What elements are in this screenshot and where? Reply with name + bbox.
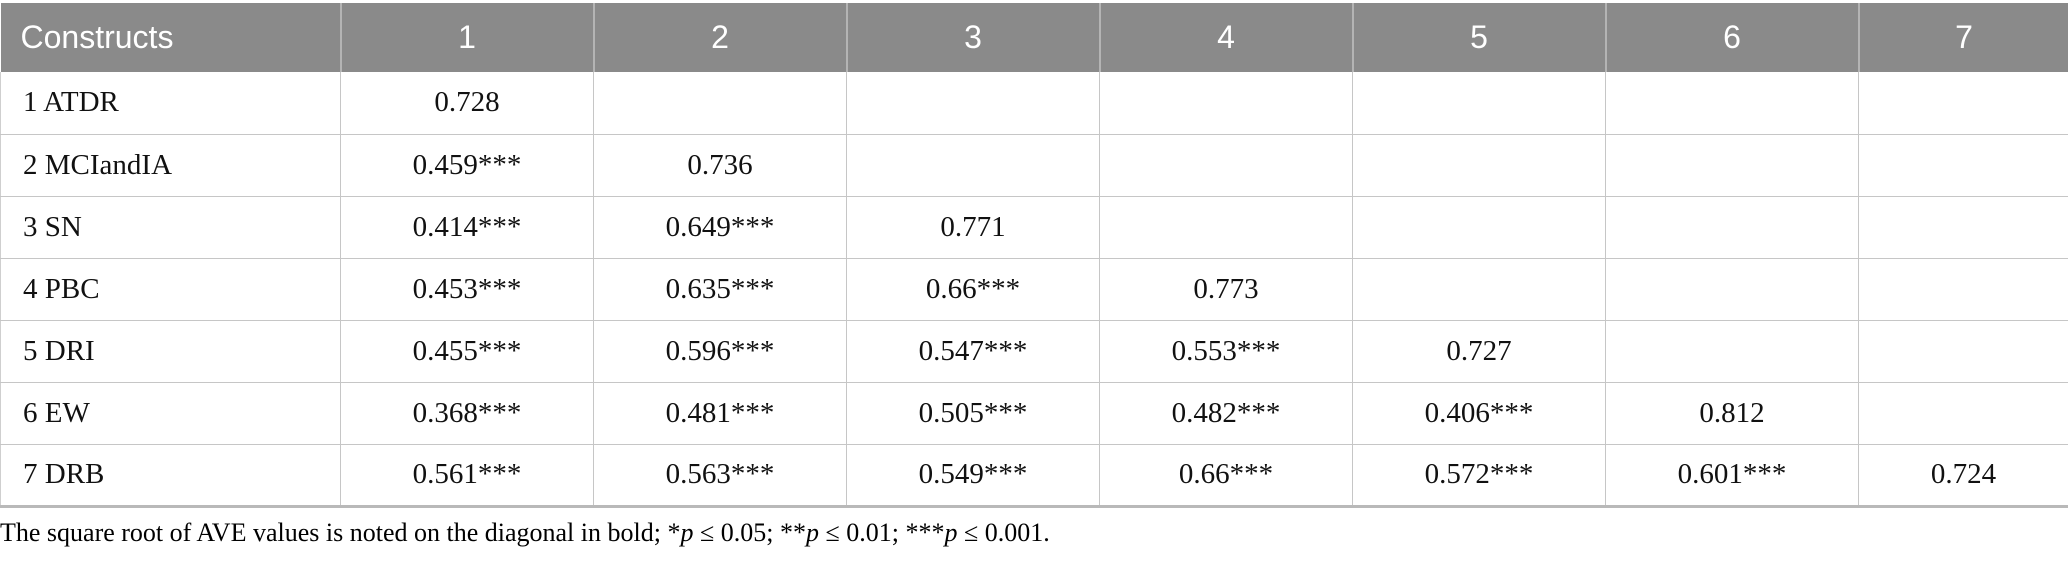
cell (1858, 195, 2068, 259)
footnote-text: ≤ 0.001. (957, 518, 1050, 547)
table-row-mciandia: 2 MCIandIA 0.459*** 0.736 (0, 133, 2068, 197)
cell: 0.601*** (1605, 443, 1859, 508)
cell: 0.455*** (340, 319, 594, 383)
cell (1099, 195, 1353, 259)
row-label: 5 DRI (0, 319, 341, 383)
cell: 0.406*** (1352, 381, 1606, 445)
cell: 0.414*** (340, 195, 594, 259)
cell: 0.553*** (1099, 319, 1353, 383)
footnote-p-italic: p (944, 518, 958, 547)
header-row: Constructs 1 2 3 4 5 6 7 (0, 3, 2068, 72)
cell: 0.505*** (846, 381, 1100, 445)
cell (1352, 133, 1606, 197)
row-label: 7 DRB (0, 443, 341, 508)
header-col-6: 6 (1604, 3, 1859, 72)
cell (593, 72, 847, 135)
cell (1352, 257, 1606, 321)
cell (1605, 195, 1859, 259)
cell-diagonal: 0.812 (1605, 381, 1859, 445)
table-row-drb: 7 DRB 0.561*** 0.563*** 0.549*** 0.66***… (0, 443, 2068, 508)
correlation-matrix-table: Constructs 1 2 3 4 5 6 7 1 ATDR 0.728 (0, 3, 2068, 508)
cell (1858, 133, 2068, 197)
row-label: 1 ATDR (0, 72, 341, 135)
cell (1099, 72, 1353, 135)
cell (1605, 72, 1859, 135)
header-col-7: 7 (1857, 3, 2068, 72)
cell (1352, 195, 1606, 259)
cell (1099, 133, 1353, 197)
header-col-3: 3 (845, 3, 1100, 72)
cell: 0.596*** (593, 319, 847, 383)
cell (1352, 72, 1606, 135)
row-label: 2 MCIandIA (0, 133, 341, 197)
footnote-p-italic: p (680, 518, 694, 547)
cell-diagonal: 0.771 (846, 195, 1100, 259)
cell (1858, 381, 2068, 445)
cell: 0.481*** (593, 381, 847, 445)
cell: 0.563*** (593, 443, 847, 508)
table-row-ew: 6 EW 0.368*** 0.481*** 0.505*** 0.482***… (0, 381, 2068, 445)
cell-diagonal: 0.724 (1858, 443, 2068, 508)
cell: 0.66*** (846, 257, 1100, 321)
header-col-5: 5 (1351, 3, 1606, 72)
table-row-atdr: 1 ATDR 0.728 (0, 72, 2068, 135)
cell (1858, 72, 2068, 135)
cell: 0.549*** (846, 443, 1100, 508)
cell: 0.547*** (846, 319, 1100, 383)
header-constructs: Constructs (0, 3, 341, 72)
table-footnote: The square root of AVE values is noted o… (0, 518, 2060, 548)
cell (1858, 257, 2068, 321)
header-col-1: 1 (339, 3, 594, 72)
row-label: 3 SN (0, 195, 341, 259)
cell: 0.572*** (1352, 443, 1606, 508)
cell: 0.649*** (593, 195, 847, 259)
header-col-4: 4 (1098, 3, 1353, 72)
table-row-sn: 3 SN 0.414*** 0.649*** 0.771 (0, 195, 2068, 259)
cell (846, 133, 1100, 197)
cell-diagonal: 0.773 (1099, 257, 1353, 321)
cell: 0.66*** (1099, 443, 1353, 508)
cell: 0.482*** (1099, 381, 1353, 445)
cell: 0.635*** (593, 257, 847, 321)
cell-diagonal: 0.727 (1352, 319, 1606, 383)
row-label: 4 PBC (0, 257, 341, 321)
cell (846, 72, 1100, 135)
cell: 0.459*** (340, 133, 594, 197)
footnote-text: ≤ 0.01; *** (818, 518, 945, 547)
table-row-dri: 5 DRI 0.455*** 0.596*** 0.547*** 0.553**… (0, 319, 2068, 383)
cell (1605, 133, 1859, 197)
header-col-2: 2 (592, 3, 847, 72)
cell: 0.561*** (340, 443, 594, 508)
row-label: 6 EW (0, 381, 341, 445)
cell (1605, 257, 1859, 321)
cell-diagonal: 0.736 (593, 133, 847, 197)
cell (1605, 319, 1859, 383)
cell: 0.368*** (340, 381, 594, 445)
footnote-text: The square root of AVE values is noted o… (0, 518, 681, 547)
footnote-p-italic: p (805, 518, 819, 547)
cell (1858, 319, 2068, 383)
table-row-pbc: 4 PBC 0.453*** 0.635*** 0.66*** 0.773 (0, 257, 2068, 321)
cell-diagonal: 0.728 (340, 72, 594, 135)
footnote-text: ≤ 0.05; ** (693, 518, 806, 547)
cell: 0.453*** (340, 257, 594, 321)
